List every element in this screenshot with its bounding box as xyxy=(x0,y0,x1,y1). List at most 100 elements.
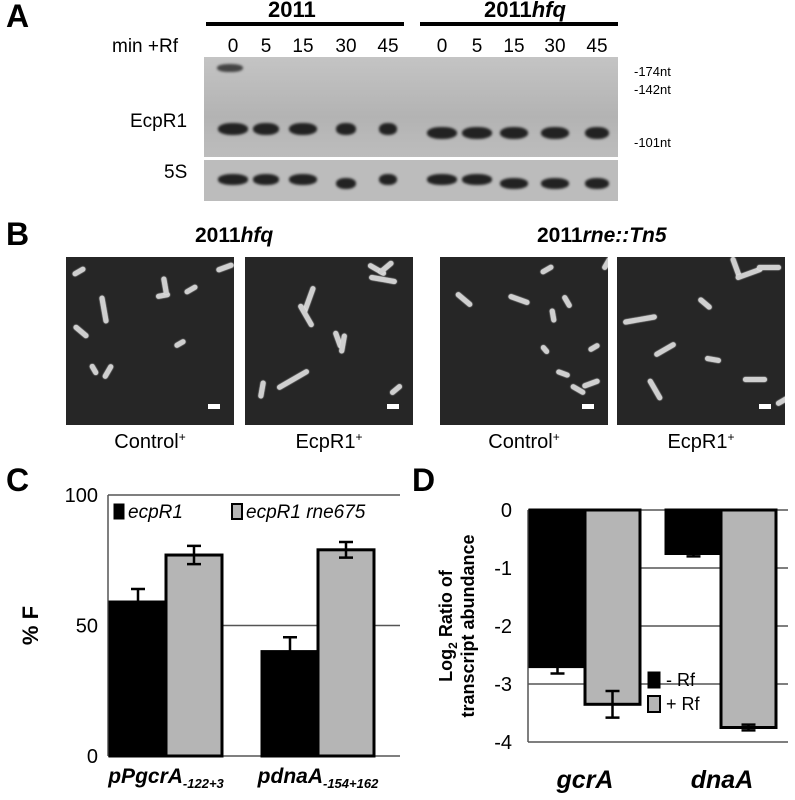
category-label: gcrA xyxy=(556,766,614,794)
timepoint-label: 0 xyxy=(436,36,448,57)
legend-swatch-ecpr1-rne675 xyxy=(231,503,243,520)
bacterial-cell xyxy=(622,314,658,325)
5s-band xyxy=(500,178,528,189)
bacterial-cell xyxy=(555,368,571,379)
error-bar xyxy=(339,540,353,559)
bacterial-cell xyxy=(561,294,573,309)
bar xyxy=(316,548,376,758)
panel-b-title-rne: 2011rne::Tn5 xyxy=(537,224,667,247)
timepoint-label: 0 xyxy=(227,36,239,57)
bar xyxy=(528,508,587,669)
micrograph-rne-ecpr1 xyxy=(617,257,785,425)
error-bar xyxy=(605,689,620,719)
category-label: dnaA xyxy=(691,766,754,794)
caption-rne-ecpr1: EcpR1+ xyxy=(667,430,735,453)
caption-hfq-ecpr1: EcpR1+ xyxy=(295,430,363,453)
legend-swatch-ecpr1 xyxy=(113,503,125,520)
chart-c: 0 50 100 % F ecpR1 ecpR1 rne675 pPgcrA-122+3 pd… xyxy=(18,485,400,791)
chart-d: 0 -1 -2 -3 -4 Log2 Ratio of transcript abundan… xyxy=(436,500,788,794)
timepoint-label: 5 xyxy=(471,36,483,57)
bacterial-cell xyxy=(72,323,90,340)
timepoint-label: 30 xyxy=(335,36,357,57)
panel-d-letter: D xyxy=(412,462,436,498)
scale-bar xyxy=(387,404,399,409)
ecpr1-band xyxy=(585,127,609,139)
category-label: pPgcrA-122+3 xyxy=(107,765,224,791)
scale-bar xyxy=(582,404,594,409)
error-bar xyxy=(550,658,565,675)
ecpr1-band xyxy=(427,127,457,139)
legend-swatch-minus-rf xyxy=(647,671,661,689)
error-bar xyxy=(187,544,201,566)
category-label: pdnaA-154+162 xyxy=(257,765,379,791)
bacterial-cell xyxy=(601,257,608,271)
y-tick-label: 50 xyxy=(76,616,98,638)
blot-ecpr1 xyxy=(204,57,618,157)
ecpr1-band xyxy=(289,123,317,135)
ecpr1-band xyxy=(336,123,356,135)
y-axis-label: % F xyxy=(18,606,43,645)
y-tick-label: -1 xyxy=(494,558,512,580)
group-2011hfq-bar xyxy=(420,22,618,26)
bacterial-cell xyxy=(743,377,767,382)
timepoint-label: 15 xyxy=(292,36,314,57)
bacterial-cell xyxy=(697,296,713,311)
bacterial-cell xyxy=(653,341,677,358)
legend-swatch-plus-rf xyxy=(647,695,661,713)
error-bar xyxy=(741,723,756,732)
bacterial-cell xyxy=(507,293,531,306)
micrograph-hfq-ecpr1 xyxy=(245,257,413,425)
bacterial-cell xyxy=(539,344,551,355)
micrograph-hfq-control xyxy=(66,257,234,425)
min-rf-label: min +Rf xyxy=(112,36,178,57)
blot-5s xyxy=(204,160,618,201)
y-tick-label: 0 xyxy=(501,500,512,522)
5s-band xyxy=(218,174,248,185)
5s-band xyxy=(289,174,317,185)
bacterial-cell xyxy=(539,263,555,276)
bar xyxy=(583,508,642,706)
bacterial-cell xyxy=(549,308,557,323)
error-bar xyxy=(131,587,145,617)
bacterial-cell xyxy=(646,377,664,402)
bacterial-cell xyxy=(389,383,403,396)
timepoint-label: 30 xyxy=(544,36,566,57)
ecpr1-row-label: EcpR1 xyxy=(130,111,188,132)
y-axis-label-line2: transcript abundance xyxy=(458,534,478,717)
marker-101nt: -101nt xyxy=(634,135,671,150)
bar xyxy=(664,508,723,555)
bacterial-cell xyxy=(215,262,234,273)
bacterial-cell xyxy=(775,392,785,407)
group-2011-bar xyxy=(206,22,404,26)
y-tick-label: -2 xyxy=(494,616,512,638)
blot-separator xyxy=(204,157,618,160)
error-bar xyxy=(686,549,701,558)
ecpr1-band xyxy=(541,127,569,139)
bar xyxy=(260,650,320,758)
caption-rne-control: Control+ xyxy=(488,430,560,453)
bacterial-cell xyxy=(338,333,348,354)
5s-band xyxy=(336,178,356,189)
timepoint-label: 5 xyxy=(260,36,272,57)
legend-label-plus-rf: + Rf xyxy=(666,694,701,714)
ecpr1-band xyxy=(379,123,397,135)
bar xyxy=(164,553,224,758)
5s-row-label: 5S xyxy=(164,162,188,183)
bacterial-cell xyxy=(71,265,87,278)
bacterial-cell xyxy=(276,368,310,391)
timepoint-label: 45 xyxy=(377,36,399,57)
panel-a-letter: A xyxy=(6,0,30,34)
panel-b-letter: B xyxy=(6,216,30,252)
group-2011hfq-label: 2011hfq xyxy=(484,0,566,22)
ecpr1-band xyxy=(253,123,279,135)
group-2011-label: 2011 xyxy=(268,0,316,22)
bacterial-cell xyxy=(704,355,722,364)
bacterial-cell xyxy=(757,265,781,270)
bar xyxy=(719,508,778,729)
bacterial-cell xyxy=(173,338,187,349)
bacterial-cell xyxy=(368,274,398,285)
5s-band xyxy=(585,178,609,189)
timepoint-label: 45 xyxy=(586,36,608,57)
marker-142nt: -142nt xyxy=(634,82,671,97)
bacterial-cell xyxy=(183,283,199,296)
